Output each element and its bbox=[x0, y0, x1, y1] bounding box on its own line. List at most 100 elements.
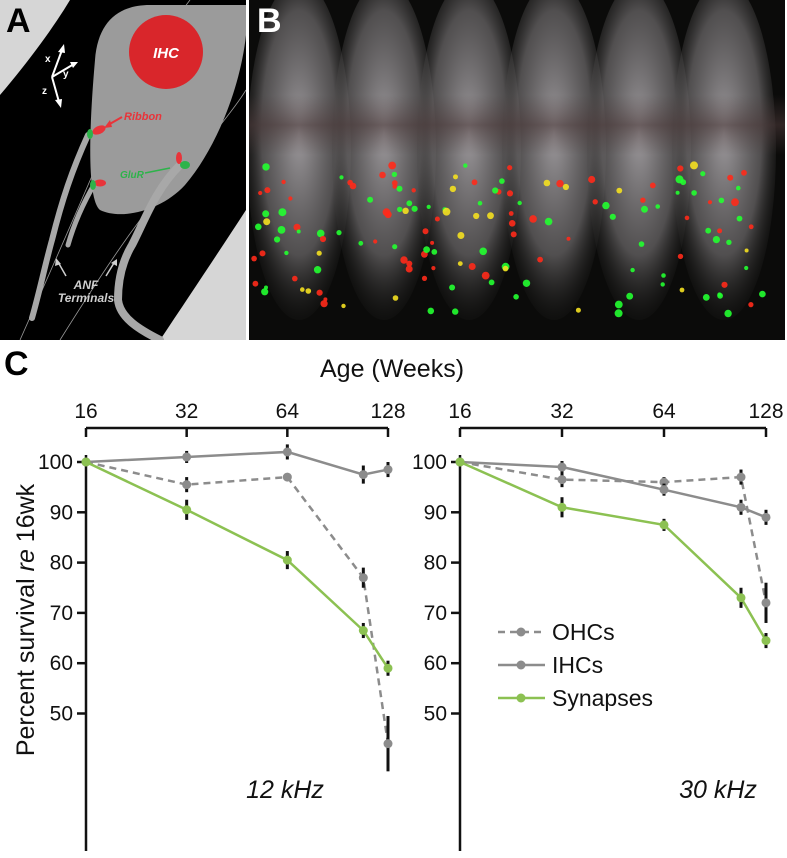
chart-title: 30 kHz bbox=[679, 776, 757, 804]
punctum bbox=[690, 161, 698, 170]
punctum bbox=[457, 261, 463, 266]
punctum bbox=[434, 216, 440, 222]
punctum bbox=[717, 228, 723, 234]
punctum bbox=[675, 190, 680, 195]
punctum bbox=[602, 201, 610, 210]
punctum bbox=[453, 174, 458, 180]
ihc-label: IHC bbox=[153, 45, 180, 62]
anf-arrow-right-head bbox=[111, 259, 117, 266]
punctum bbox=[626, 292, 634, 300]
series-line-synapses bbox=[459, 460, 768, 642]
punctum bbox=[457, 232, 465, 239]
punctum bbox=[744, 248, 749, 253]
punctum bbox=[566, 236, 571, 241]
anf-terminal-3 bbox=[113, 161, 184, 344]
panel-c-charts: C Age (Weeks) Percent survival re 16wk 1… bbox=[0, 345, 787, 853]
punctum bbox=[426, 204, 431, 209]
punctum bbox=[468, 263, 476, 270]
punctum bbox=[471, 179, 478, 186]
data-point-synapses bbox=[659, 520, 669, 530]
y-tick-label: 70 bbox=[50, 602, 73, 625]
punctum bbox=[717, 292, 722, 297]
data-point-synapses bbox=[761, 636, 771, 646]
x-tick-label: 32 bbox=[175, 400, 198, 423]
punctum bbox=[640, 197, 646, 203]
punctum bbox=[492, 187, 499, 194]
punctum bbox=[258, 190, 263, 196]
glur-label: GluR bbox=[120, 170, 145, 181]
punctum bbox=[293, 223, 301, 231]
punctum bbox=[262, 163, 270, 171]
punctum bbox=[262, 210, 270, 218]
punctum bbox=[649, 182, 656, 189]
punctum bbox=[421, 275, 428, 281]
punctum bbox=[705, 227, 712, 234]
punctum bbox=[392, 244, 398, 250]
punctum bbox=[261, 288, 269, 296]
data-point-ihcs bbox=[659, 485, 669, 495]
punctum bbox=[259, 250, 266, 257]
anf-terminal-1 bbox=[29, 132, 91, 321]
anf-arrow-right bbox=[105, 262, 115, 277]
punctum bbox=[316, 289, 323, 296]
punctum bbox=[292, 275, 298, 282]
y-tick-label: 60 bbox=[50, 652, 73, 675]
punctum bbox=[736, 185, 741, 191]
data-point-ohcs bbox=[557, 475, 567, 485]
data-point-ihcs bbox=[358, 470, 368, 480]
punctum bbox=[506, 190, 514, 197]
punctum bbox=[684, 215, 690, 221]
punctum bbox=[721, 281, 728, 288]
x-tick-label: 32 bbox=[550, 400, 573, 423]
axis-y-label: y bbox=[63, 69, 69, 80]
data-point-synapses bbox=[358, 626, 368, 636]
punctum bbox=[397, 206, 403, 213]
punctum bbox=[319, 235, 327, 243]
punctum bbox=[278, 208, 287, 217]
hair-cell-column bbox=[587, 0, 691, 320]
data-point-synapses bbox=[383, 663, 393, 673]
data-point-synapses bbox=[455, 457, 465, 467]
punctum bbox=[264, 187, 271, 194]
punctum bbox=[251, 255, 257, 262]
punctum bbox=[726, 239, 732, 245]
punctum bbox=[744, 265, 749, 271]
hair-cell-column bbox=[417, 0, 521, 320]
punctum bbox=[727, 174, 734, 181]
data-point-synapses bbox=[736, 593, 746, 603]
punctum bbox=[614, 300, 623, 309]
y-tick-label: 90 bbox=[50, 501, 73, 524]
punctum bbox=[382, 208, 391, 217]
axis-x-label: x bbox=[45, 54, 51, 65]
y-tick-label: 80 bbox=[50, 552, 73, 575]
punctum bbox=[675, 175, 684, 184]
punctum bbox=[391, 171, 398, 178]
punctum bbox=[748, 224, 754, 230]
panel-c-letter: C bbox=[4, 345, 29, 383]
synaptic-puncta bbox=[251, 161, 766, 318]
confocal-image bbox=[249, 0, 785, 320]
ribbon-label: Ribbon bbox=[124, 111, 162, 123]
punctum bbox=[588, 175, 596, 184]
legend-marker-ohcs bbox=[516, 627, 526, 637]
y-tick-label: 50 bbox=[424, 703, 447, 726]
punctum bbox=[507, 165, 513, 171]
glur-marker-3 bbox=[180, 161, 190, 169]
data-point-ohcs bbox=[736, 472, 746, 482]
punctum bbox=[522, 279, 531, 287]
ribbon-arrow-head bbox=[104, 120, 112, 128]
ihc-cell-body bbox=[90, 5, 246, 215]
punctum bbox=[427, 307, 435, 315]
data-point-synapses bbox=[282, 555, 292, 565]
punctum bbox=[405, 265, 413, 273]
hair-cell-columns bbox=[249, 0, 776, 320]
series-line-synapses bbox=[85, 460, 390, 669]
panel-b-letter: B bbox=[257, 2, 282, 40]
punctum bbox=[661, 273, 666, 278]
punctum bbox=[367, 196, 374, 203]
punctum bbox=[630, 267, 635, 273]
punctum bbox=[741, 169, 747, 176]
punctum bbox=[499, 178, 505, 184]
y-tick-label: 100 bbox=[412, 451, 447, 474]
punctum bbox=[423, 246, 430, 254]
